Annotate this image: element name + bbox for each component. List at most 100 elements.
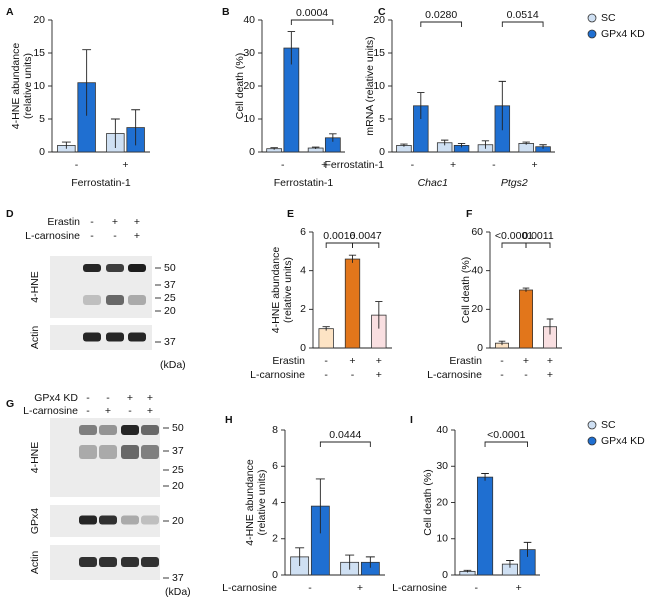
significance-bracket <box>525 242 551 248</box>
condition-sign: + <box>547 369 553 381</box>
error-bar <box>400 143 408 147</box>
error-bar <box>441 139 449 146</box>
blot-row-label: 4-HNE <box>29 442 41 474</box>
condition-sign: - <box>90 230 94 242</box>
y-axis-label: (relative units) <box>282 257 294 323</box>
error-bar <box>131 109 141 146</box>
blot-row-label: GPx4 <box>29 508 41 534</box>
error-bar <box>110 118 120 149</box>
blot-band <box>141 557 159 567</box>
x-tick-label: - <box>475 582 479 594</box>
blot-band <box>79 445 97 459</box>
condition-label: L-carnosine <box>25 230 80 242</box>
error-bar <box>61 141 71 149</box>
blot-band <box>141 425 159 435</box>
panel-letter: B <box>222 6 230 18</box>
y-axis-label: mRNA (relative units) <box>364 36 376 135</box>
blot-band <box>83 332 101 342</box>
y-tick-label: 40 <box>436 424 448 436</box>
condition-sign: - <box>128 405 132 417</box>
group-label: Chac1 <box>418 177 448 189</box>
p-value: 0.0514 <box>507 9 539 21</box>
panel-letter: H <box>225 414 233 426</box>
error-bar <box>481 473 489 481</box>
condition-sign: - <box>500 369 504 381</box>
marker-label: 20 <box>172 515 184 527</box>
marker-label: 20 <box>164 305 176 317</box>
p-value: 0.0444 <box>329 429 361 441</box>
condition-sign: - <box>86 405 90 417</box>
y-tick-label: 4 <box>272 496 278 508</box>
y-tick-label: 30 <box>436 460 448 472</box>
condition-sign: + <box>134 216 140 228</box>
blot-band <box>121 515 139 525</box>
x-axis-label: Ferrostatin-1 <box>71 177 131 189</box>
panel-letter: E <box>287 208 294 220</box>
y-tick-label: 0 <box>272 569 278 581</box>
y-tick-label: 20 <box>471 303 483 315</box>
y-tick-label: 5 <box>39 113 45 125</box>
y-tick-label: 40 <box>471 264 483 276</box>
error-bar <box>498 340 506 346</box>
p-value: 0.0047 <box>350 230 382 242</box>
condition-label: GPx4 KD <box>34 392 78 404</box>
error-bar <box>345 554 355 570</box>
condition-sign: + <box>147 392 153 404</box>
y-tick-label: 0 <box>249 146 255 158</box>
condition-sign: + <box>105 405 111 417</box>
blot-band <box>128 332 146 342</box>
y-tick-label: 10 <box>436 533 448 545</box>
panel-letter: D <box>6 208 14 220</box>
error-bar <box>463 569 472 573</box>
blot-band <box>79 557 97 567</box>
p-value: <0.0001 <box>495 230 533 242</box>
y-tick-label: 30 <box>243 47 255 59</box>
y-tick-label: 10 <box>33 80 45 92</box>
y-tick-label: 10 <box>373 80 385 92</box>
y-axis-label: 4-HNE abundance <box>244 459 256 546</box>
blot-band <box>106 332 124 342</box>
blot-band <box>99 445 117 459</box>
error-bar <box>287 31 296 65</box>
error-bar <box>329 133 337 142</box>
blot-band <box>99 425 117 435</box>
bar <box>318 328 334 349</box>
error-bar <box>270 147 278 150</box>
x-tick-label: + <box>450 159 456 171</box>
x-tick-label: + <box>516 582 522 594</box>
error-bar <box>82 49 92 116</box>
y-tick-label: 2 <box>272 533 278 545</box>
x-axis-label: L-carnosine <box>392 582 447 594</box>
y-tick-label: 15 <box>33 47 45 59</box>
x-axis-label: Ferrostatin-1 <box>274 177 334 189</box>
x-tick-label: - <box>308 582 312 594</box>
condition-sign: + <box>134 230 140 242</box>
significance-bracket <box>319 441 371 447</box>
condition-label: L-carnosine <box>250 369 305 381</box>
blot-row-label: Actin <box>29 326 41 350</box>
bar <box>519 289 534 349</box>
y-tick-label: 4 <box>300 264 306 276</box>
group-label: Ptgs2 <box>501 177 528 189</box>
error-bar <box>506 560 514 568</box>
y-axis-label: Cell death (%) <box>422 469 434 536</box>
x-tick-label: + <box>532 159 538 171</box>
condition-sign: + <box>523 355 529 367</box>
marker-label: 37 <box>164 279 176 291</box>
blot-band <box>79 425 97 435</box>
blot-band <box>121 557 139 567</box>
y-tick-label: 20 <box>436 496 448 508</box>
legend-label: GPx4 KD <box>601 28 645 40</box>
legend-label: SC <box>601 12 616 24</box>
error-bar <box>481 140 490 149</box>
panel-letter: G <box>6 398 14 410</box>
legend-marker <box>587 13 597 23</box>
marker-label: 37 <box>172 445 184 457</box>
condition-sign: + <box>349 355 355 367</box>
marker-label: 37 <box>172 572 184 584</box>
condition-sign: + <box>376 369 382 381</box>
unit-label: (kDa) <box>160 359 186 371</box>
y-tick-label: 0 <box>442 569 448 581</box>
condition-label: Erastin <box>449 355 482 367</box>
